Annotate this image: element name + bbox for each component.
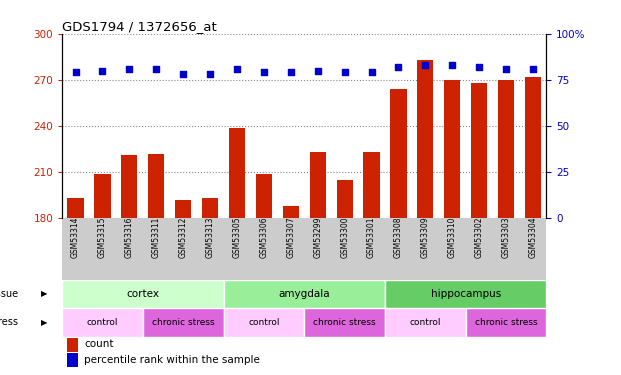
Bar — [391, 89, 407, 218]
Bar — [202, 198, 218, 218]
Bar — [417, 60, 433, 218]
Point — [340, 69, 350, 75]
Bar — [337, 180, 353, 218]
Text: hippocampus: hippocampus — [430, 289, 501, 299]
Point — [394, 64, 404, 70]
Text: count: count — [84, 339, 114, 350]
Bar — [62, 308, 143, 337]
Text: stress: stress — [0, 318, 19, 327]
Text: percentile rank within the sample: percentile rank within the sample — [84, 355, 260, 365]
Bar — [385, 280, 546, 308]
Text: ▶: ▶ — [41, 318, 48, 327]
Point — [286, 69, 296, 75]
Point — [420, 62, 430, 68]
Bar — [67, 338, 78, 351]
Bar — [363, 152, 379, 218]
Bar — [175, 200, 191, 218]
Text: tissue: tissue — [0, 289, 19, 299]
Point — [178, 71, 188, 77]
Text: control: control — [87, 318, 118, 327]
Text: cortex: cortex — [126, 289, 160, 299]
Point — [366, 69, 376, 75]
Bar — [94, 174, 111, 218]
Bar — [224, 308, 304, 337]
Bar — [304, 308, 385, 337]
Text: chronic stress: chronic stress — [475, 318, 537, 327]
Point — [259, 69, 269, 75]
Bar — [498, 80, 514, 218]
Bar — [256, 174, 272, 218]
Bar — [385, 308, 466, 337]
Point — [313, 68, 323, 74]
Text: chronic stress: chronic stress — [314, 318, 376, 327]
Bar — [67, 353, 78, 367]
Bar — [466, 308, 546, 337]
Point — [474, 64, 484, 70]
Bar — [121, 155, 137, 218]
Bar — [148, 154, 165, 218]
Bar — [283, 206, 299, 218]
Point — [124, 66, 134, 72]
Bar — [224, 280, 385, 308]
Bar — [310, 152, 326, 218]
Point — [152, 66, 161, 72]
Point — [205, 71, 215, 77]
Point — [97, 68, 107, 74]
Text: GDS1794 / 1372656_at: GDS1794 / 1372656_at — [62, 20, 217, 33]
Bar — [444, 80, 460, 218]
Bar — [143, 308, 224, 337]
Text: control: control — [248, 318, 279, 327]
Bar — [471, 83, 487, 218]
Point — [71, 69, 81, 75]
Point — [501, 66, 511, 72]
Bar — [229, 128, 245, 218]
Text: amygdala: amygdala — [278, 289, 330, 299]
Bar — [68, 198, 84, 218]
Bar — [62, 280, 224, 308]
Point — [528, 66, 538, 72]
Text: chronic stress: chronic stress — [152, 318, 214, 327]
Text: ▶: ▶ — [41, 290, 48, 298]
Bar — [525, 77, 541, 218]
Point — [232, 66, 242, 72]
Point — [447, 62, 457, 68]
Text: control: control — [410, 318, 441, 327]
